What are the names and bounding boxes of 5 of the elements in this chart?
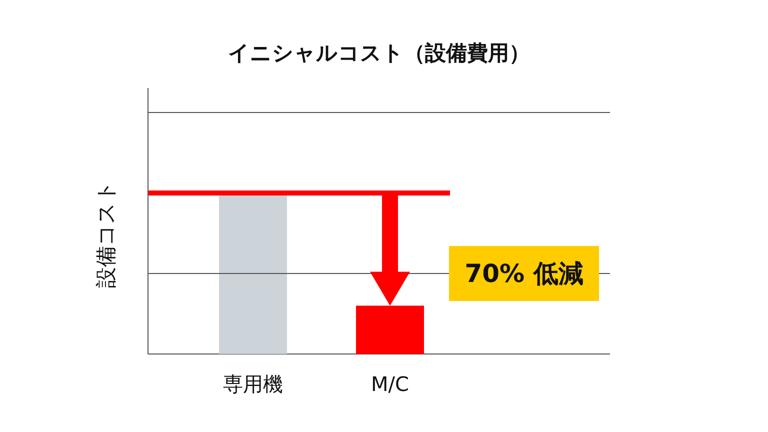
y-axis-title: 設備コスト [94,180,118,288]
chart-title: イニシャルコスト（設備費用） [228,41,530,65]
x-tick-label: 専用機 [223,372,283,396]
x-tick-label: M/C [371,372,409,396]
text: 70% 低減 [464,259,584,288]
